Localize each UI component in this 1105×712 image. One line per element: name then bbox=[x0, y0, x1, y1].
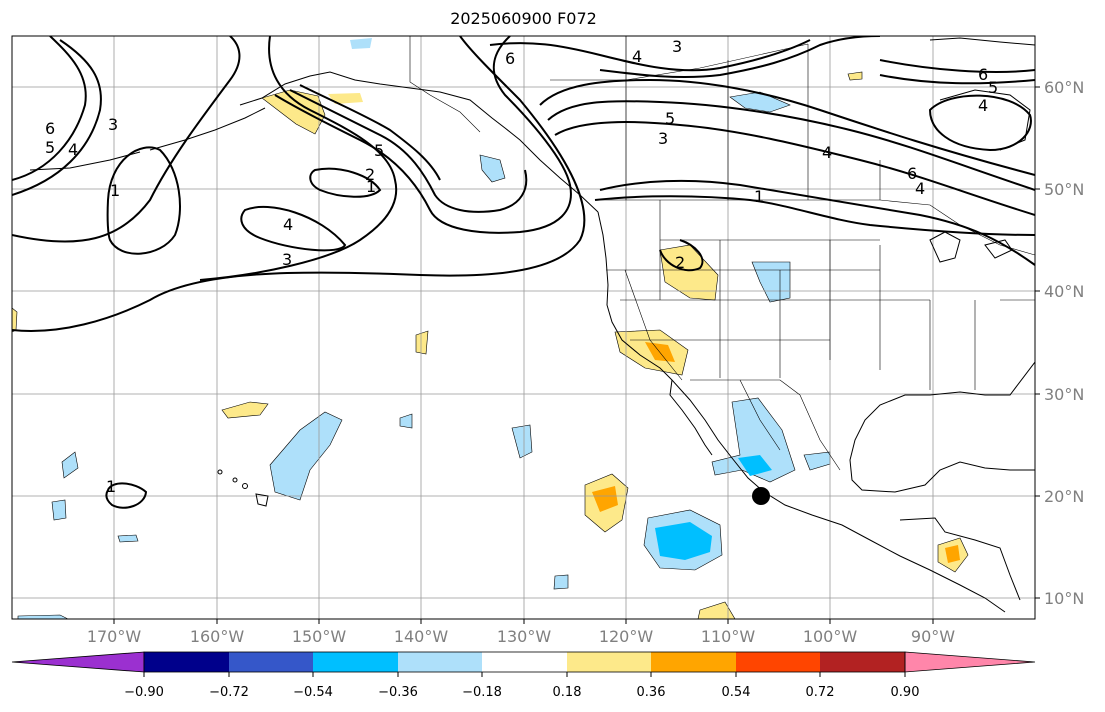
lat-label: 30°N bbox=[1044, 385, 1084, 404]
colorbar-segment bbox=[229, 652, 313, 672]
colorbar-tick-label: 0.54 bbox=[722, 685, 751, 700]
map-area: 6 5 4 3 1 5 2 1 4 3 6 4 3 6 5 4 5 3 6 4 … bbox=[12, 36, 1035, 619]
colorbar-segment bbox=[567, 652, 651, 672]
lon-label: 130°W bbox=[497, 627, 552, 646]
coastlines bbox=[29, 37, 1035, 613]
contour-label: 2 bbox=[365, 165, 375, 184]
contour-label: 1 bbox=[366, 177, 376, 196]
colorbar-tick-label: −0.36 bbox=[378, 685, 418, 700]
anomaly-negative-west-3 bbox=[117, 534, 139, 543]
contour-lines bbox=[12, 36, 1035, 509]
contour-label: 1 bbox=[110, 181, 120, 200]
political-borders bbox=[409, 36, 1035, 471]
lon-label: 170°W bbox=[87, 627, 142, 646]
anomaly-negative-west-2 bbox=[51, 499, 67, 521]
contour-label: 6 bbox=[907, 164, 917, 183]
lon-label: 150°W bbox=[292, 627, 347, 646]
colorbar-tick-label: −0.72 bbox=[209, 685, 249, 700]
anomaly-negative-small-1 bbox=[399, 413, 413, 429]
colorbar-tick-label: 0.18 bbox=[553, 685, 582, 700]
gridlines bbox=[12, 36, 1035, 619]
contour-label: 1 bbox=[754, 187, 764, 206]
lon-label: 140°W bbox=[394, 627, 449, 646]
anomaly-positive-socal-core bbox=[645, 342, 675, 362]
colorbar: −0.90 −0.72 −0.54 −0.36 −0.18 0.18 0.36 … bbox=[11, 651, 1036, 700]
lon-label: 110°W bbox=[701, 627, 756, 646]
contour-label: 3 bbox=[282, 250, 292, 269]
contour-label: 5 bbox=[988, 78, 998, 97]
colorbar-segment bbox=[651, 652, 736, 672]
anomaly-negative-mexico bbox=[711, 397, 796, 483]
contour-labels: 6 5 4 3 1 5 2 1 4 3 6 4 3 6 5 4 5 3 6 4 … bbox=[45, 37, 998, 496]
lon-label: 120°W bbox=[599, 627, 654, 646]
anomaly-positive-west-edge bbox=[12, 307, 18, 333]
lat-label: 40°N bbox=[1044, 282, 1084, 301]
colorbar-tick-label: 0.36 bbox=[637, 685, 666, 700]
contour-label: 5 bbox=[45, 138, 55, 157]
axis-ticks bbox=[113, 86, 1040, 624]
contour-label: 2 bbox=[675, 253, 685, 272]
colorbar-segment bbox=[482, 652, 567, 672]
anomaly-positive-small-3 bbox=[415, 330, 429, 355]
contour-label: 4 bbox=[632, 47, 642, 66]
longitude-labels: 170°W 160°W 150°W 140°W 130°W 120°W 110°… bbox=[87, 627, 955, 646]
latitude-labels: 10°N 20°N 30°N 40°N 50°N 60°N bbox=[1044, 78, 1084, 608]
contour-label: 4 bbox=[283, 215, 293, 234]
anomaly-negative-nw bbox=[350, 38, 372, 49]
contour-label: 6 bbox=[978, 65, 988, 84]
colorbar-segment bbox=[313, 652, 398, 672]
colorbar-segment bbox=[820, 652, 905, 672]
map-title: 2025060900 F072 bbox=[450, 9, 597, 28]
anomaly-negative-sw-edge bbox=[17, 614, 69, 619]
contour-label: 3 bbox=[108, 115, 118, 134]
lat-label: 60°N bbox=[1044, 78, 1084, 97]
lat-label: 20°N bbox=[1044, 487, 1084, 506]
anomaly-positive-alaska-2 bbox=[328, 93, 363, 104]
anomaly-negative-east-pacific-core bbox=[655, 522, 712, 560]
colorbar-extend-high bbox=[904, 651, 1036, 673]
contour-label: 6 bbox=[45, 119, 55, 138]
shaded-anomalies bbox=[12, 38, 969, 619]
colorbar-tick-label: −0.18 bbox=[462, 685, 502, 700]
anomaly-positive-south bbox=[697, 601, 736, 619]
contour-label: 4 bbox=[822, 143, 832, 162]
lat-label: 50°N bbox=[1044, 180, 1084, 199]
colorbar-tick-label: −0.90 bbox=[124, 685, 164, 700]
contour-label: 4 bbox=[915, 179, 925, 198]
anomaly-negative-bc bbox=[479, 154, 506, 183]
anomaly-negative-mexico-core bbox=[738, 455, 772, 476]
colorbar-segment bbox=[144, 652, 229, 672]
anomaly-negative-west-1 bbox=[61, 451, 79, 479]
contour-label: 5 bbox=[374, 141, 384, 160]
anomaly-negative-west-4 bbox=[553, 574, 569, 590]
contour-label: 3 bbox=[672, 37, 682, 56]
contour-label: 4 bbox=[978, 96, 988, 115]
colorbar-tick-label: −0.54 bbox=[293, 685, 333, 700]
anomaly-negative-hawaii bbox=[269, 411, 343, 501]
anomaly-positive-north-2 bbox=[847, 71, 863, 81]
lat-label: 10°N bbox=[1044, 589, 1084, 608]
anomaly-positive-baja-core bbox=[592, 486, 618, 512]
contour-label: 4 bbox=[68, 140, 78, 159]
colorbar-frame bbox=[143, 651, 906, 673]
contour-label: 5 bbox=[665, 109, 675, 128]
lon-label: 90°W bbox=[911, 627, 955, 646]
colorbar-tick-label: 0.90 bbox=[891, 685, 920, 700]
anomaly-positive-midpacific bbox=[221, 401, 269, 419]
colorbar-extend-low bbox=[11, 651, 145, 673]
colorbar-segment bbox=[398, 652, 482, 672]
contour-label: 1 bbox=[106, 477, 116, 496]
lon-label: 100°W bbox=[803, 627, 858, 646]
contour-label: 6 bbox=[505, 49, 515, 68]
anomaly-positive-central-america-core bbox=[945, 545, 960, 563]
colorbar-tick-label: 0.72 bbox=[806, 685, 835, 700]
contour-label: 3 bbox=[658, 129, 668, 148]
colorbar-segment bbox=[736, 652, 820, 672]
lon-label: 160°W bbox=[190, 627, 245, 646]
location-marker bbox=[752, 487, 770, 505]
